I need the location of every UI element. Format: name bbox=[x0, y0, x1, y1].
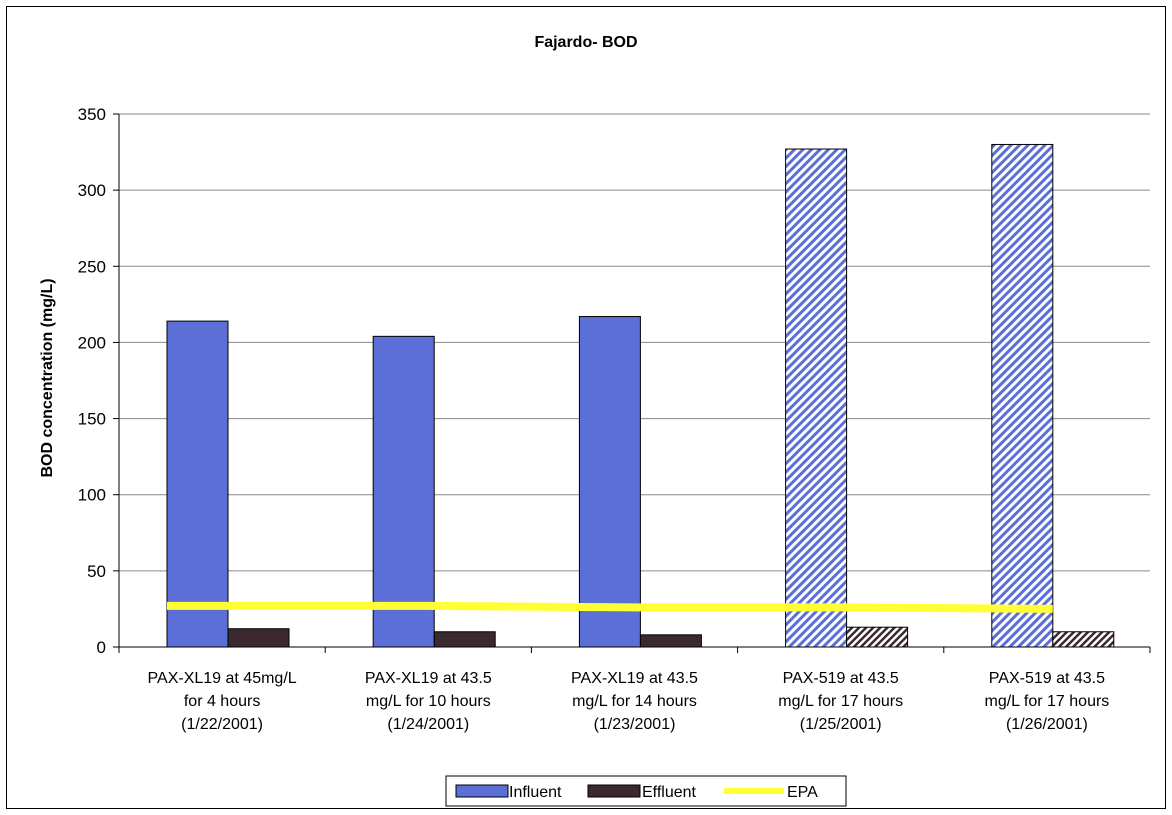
category-label: (1/22/2001) bbox=[181, 716, 263, 733]
legend: Influent Effluent EPA bbox=[445, 775, 847, 807]
y-tick-label: 0 bbox=[97, 638, 106, 657]
category-label: PAX-XL19 at 43.5 bbox=[571, 670, 698, 687]
bar-influent bbox=[991, 143, 1054, 648]
y-tick-label: 100 bbox=[78, 486, 106, 505]
epa-line bbox=[167, 601, 1053, 613]
category-label: mg/L for 17 hours bbox=[778, 693, 903, 710]
legend-swatch-influent bbox=[455, 784, 509, 798]
y-tick-label: 200 bbox=[78, 333, 106, 352]
category-label: mg/L for 10 hours bbox=[366, 693, 491, 710]
category-label: (1/26/2001) bbox=[1006, 716, 1088, 733]
category-label: mg/L for 14 hours bbox=[572, 693, 697, 710]
bar-influent bbox=[372, 335, 435, 648]
bar-effluent bbox=[1052, 631, 1115, 648]
grid-lines bbox=[119, 113, 1150, 572]
y-tick-label: 300 bbox=[78, 181, 106, 200]
bar-effluent bbox=[227, 628, 290, 648]
legend-label-epa: EPA bbox=[787, 784, 818, 801]
category-label: PAX-XL19 at 45mg/L bbox=[148, 670, 297, 687]
chart-title: Fajardo- BOD bbox=[534, 34, 637, 51]
category-label: PAX-519 at 43.5 bbox=[783, 670, 899, 687]
category-label: (1/25/2001) bbox=[800, 716, 882, 733]
bar-effluent bbox=[846, 626, 909, 648]
bar-effluent bbox=[433, 631, 496, 648]
y-tick-label: 250 bbox=[78, 257, 106, 276]
bar-influent bbox=[785, 148, 848, 648]
category-labels: PAX-XL19 at 45mg/L for 4 hours (1/22/2001)… bbox=[148, 670, 1110, 733]
legend-label-influent: Influent bbox=[509, 784, 562, 801]
legend-label-effluent: Effluent bbox=[642, 784, 697, 801]
y-tick-label: 350 bbox=[78, 105, 106, 124]
legend-swatch-effluent bbox=[587, 784, 641, 798]
category-label: PAX-519 at 43.5 bbox=[989, 670, 1105, 687]
bar-influent bbox=[578, 316, 641, 648]
bar-effluent bbox=[639, 634, 702, 648]
axes bbox=[113, 113, 1151, 653]
category-label: mg/L for 17 hours bbox=[984, 693, 1109, 710]
bars bbox=[166, 143, 1115, 648]
y-axis-label: BOD concentration (mg/L) bbox=[39, 278, 56, 477]
category-label: PAX-XL19 at 43.5 bbox=[365, 670, 492, 687]
bar-influent bbox=[166, 320, 229, 648]
y-tick-label: 50 bbox=[87, 562, 106, 581]
category-label: (1/23/2001) bbox=[594, 716, 676, 733]
y-tick-labels: 0 50 100 150 200 250 300 350 bbox=[78, 105, 106, 657]
category-label: (1/24/2001) bbox=[387, 716, 469, 733]
category-label: for 4 hours bbox=[184, 693, 260, 710]
y-tick-label: 150 bbox=[78, 410, 106, 429]
